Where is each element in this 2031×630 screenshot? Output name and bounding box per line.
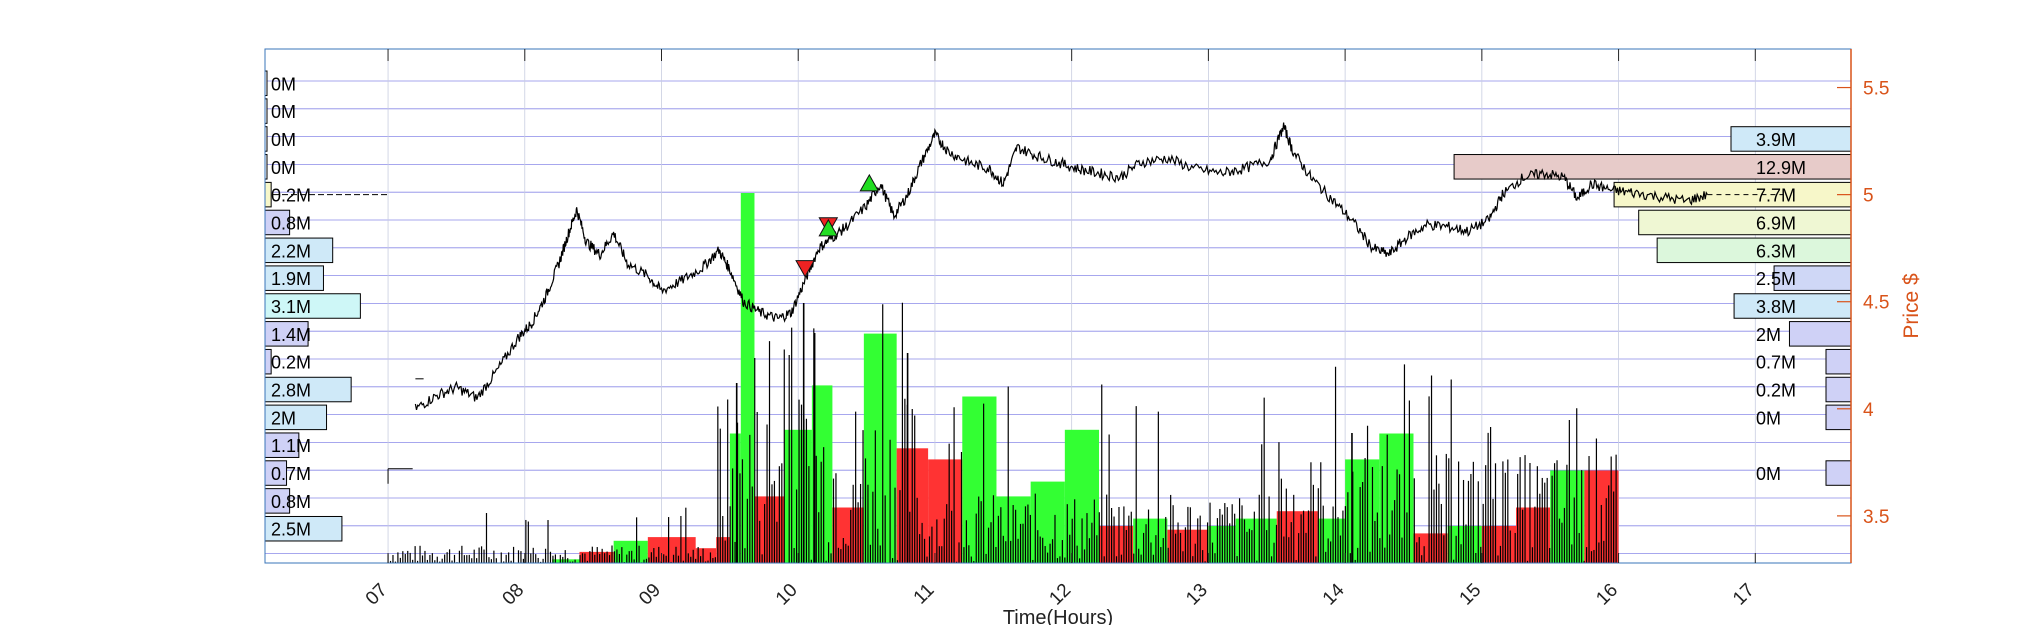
volume-bar bbox=[1276, 511, 1318, 563]
volume-bar bbox=[1413, 533, 1448, 563]
y-tick-label: 5.5 bbox=[1863, 79, 1889, 100]
x-axis-label: Time(Hours) bbox=[1003, 607, 1113, 625]
volume-bar bbox=[1030, 481, 1065, 563]
volume-bar bbox=[740, 193, 755, 563]
profile-bar bbox=[1730, 126, 1852, 152]
left-volume-profile: 0M 0M 0M 0M 0.2M 0.8M 2.2M 1.9M 3.1M 1.4M 0.2M 2.8M… bbox=[264, 70, 361, 542]
profile-label: 2.5M bbox=[1756, 269, 1796, 289]
volume-bar bbox=[928, 459, 963, 563]
volume-bar bbox=[579, 551, 614, 563]
profile-bar bbox=[264, 293, 361, 319]
profile-label: 0M bbox=[271, 102, 296, 122]
profile-bar bbox=[1825, 376, 1852, 403]
profile-bar bbox=[1613, 181, 1852, 208]
price-line bbox=[414, 122, 1708, 411]
volume-bar bbox=[1447, 526, 1482, 563]
profile-bar bbox=[264, 237, 334, 264]
profile-bar bbox=[264, 488, 291, 514]
profile-label: 0M bbox=[271, 130, 296, 150]
y-tick-label: 5 bbox=[1863, 186, 1874, 207]
profile-bar bbox=[264, 265, 324, 291]
volume-spikes bbox=[387, 302, 1617, 563]
x-tick-label: 16 bbox=[1592, 580, 1622, 610]
profile-label: 2.8M bbox=[271, 381, 311, 401]
profile-label: 0M bbox=[271, 74, 296, 94]
profile-label: 0M bbox=[271, 158, 296, 178]
y-tick-label: 4.5 bbox=[1863, 293, 1889, 314]
profile-label: 0.8M bbox=[271, 213, 311, 233]
profile-label: 7.7M bbox=[1756, 186, 1796, 206]
y-axis-label: Price $ bbox=[1900, 273, 1923, 339]
profile-label: 3.9M bbox=[1756, 130, 1796, 150]
profile-label: 0.7M bbox=[1756, 353, 1796, 373]
price-series bbox=[273, 122, 1783, 484]
x-tick-label: 17 bbox=[1729, 580, 1759, 610]
profile-label: 0.7M bbox=[271, 464, 311, 484]
profile-bar bbox=[1825, 348, 1852, 375]
x-tick-label: 10 bbox=[772, 580, 802, 610]
x-tick-label: 08 bbox=[499, 580, 529, 610]
profile-bar bbox=[1656, 237, 1852, 264]
y-tick-label: 3.5 bbox=[1863, 507, 1889, 528]
volume-bar bbox=[613, 540, 648, 563]
volume-bar bbox=[1481, 526, 1517, 563]
profile-bar bbox=[1773, 265, 1852, 291]
profile-label: 3.8M bbox=[1756, 297, 1796, 317]
profile-label: 0.2M bbox=[271, 353, 311, 373]
grid-lines bbox=[265, 49, 1851, 563]
volume-bar bbox=[811, 385, 833, 563]
buy-marker bbox=[818, 218, 839, 237]
volume-bar bbox=[1379, 433, 1414, 563]
profile-bar bbox=[264, 404, 328, 431]
x-tick-label: 13 bbox=[1182, 580, 1212, 610]
profile-label: 3.1M bbox=[271, 297, 311, 317]
profile-label: 2M bbox=[271, 408, 296, 428]
sell-marker bbox=[795, 260, 815, 278]
profile-label: 2.2M bbox=[271, 241, 311, 261]
x-tick-label: 09 bbox=[635, 580, 665, 610]
profile-bar bbox=[1788, 321, 1852, 347]
profile-label: 1.1M bbox=[271, 436, 311, 456]
profile-label: 2.5M bbox=[271, 520, 311, 540]
profile-label: 1.4M bbox=[271, 325, 311, 345]
profile-bar bbox=[264, 432, 300, 458]
profile-label: 12.9M bbox=[1756, 158, 1806, 178]
volume-bar bbox=[863, 333, 897, 563]
volume-bar bbox=[729, 433, 741, 563]
profile-bar bbox=[1733, 293, 1852, 319]
profile-bar bbox=[264, 321, 309, 347]
buy-marker bbox=[859, 173, 880, 192]
x-tick-label: 12 bbox=[1045, 580, 1075, 610]
x-tick-label: 14 bbox=[1319, 579, 1349, 609]
profile-bar bbox=[1453, 154, 1852, 180]
x-tick-label: 11 bbox=[910, 580, 939, 609]
right-volume-profile: 3.9M 12.9M 7.7M 6.9M 6.3M 2.5M 3.8M 2M 0.7M 0.2M 0… bbox=[1453, 126, 1852, 486]
profile-label: 2M bbox=[1756, 325, 1781, 345]
x-tick-label: 15 bbox=[1456, 580, 1486, 610]
profile-label: 6.3M bbox=[1756, 241, 1796, 261]
x-tick-label: 07 bbox=[362, 580, 392, 610]
profile-label: 0M bbox=[1756, 408, 1781, 428]
trade-markers bbox=[795, 173, 880, 278]
profile-label: 0.8M bbox=[271, 492, 311, 512]
profile-label: 0M bbox=[1756, 464, 1781, 484]
profile-label: 1.9M bbox=[271, 269, 311, 289]
profile-label: 6.9M bbox=[1756, 213, 1796, 233]
y-tick-label: 4 bbox=[1863, 400, 1874, 421]
profile-bar bbox=[1638, 209, 1852, 236]
profile-bar bbox=[1825, 460, 1852, 486]
profile-label: 0.2M bbox=[271, 186, 311, 206]
profile-bar bbox=[264, 209, 291, 236]
profile-label: 0.2M bbox=[1756, 381, 1796, 401]
